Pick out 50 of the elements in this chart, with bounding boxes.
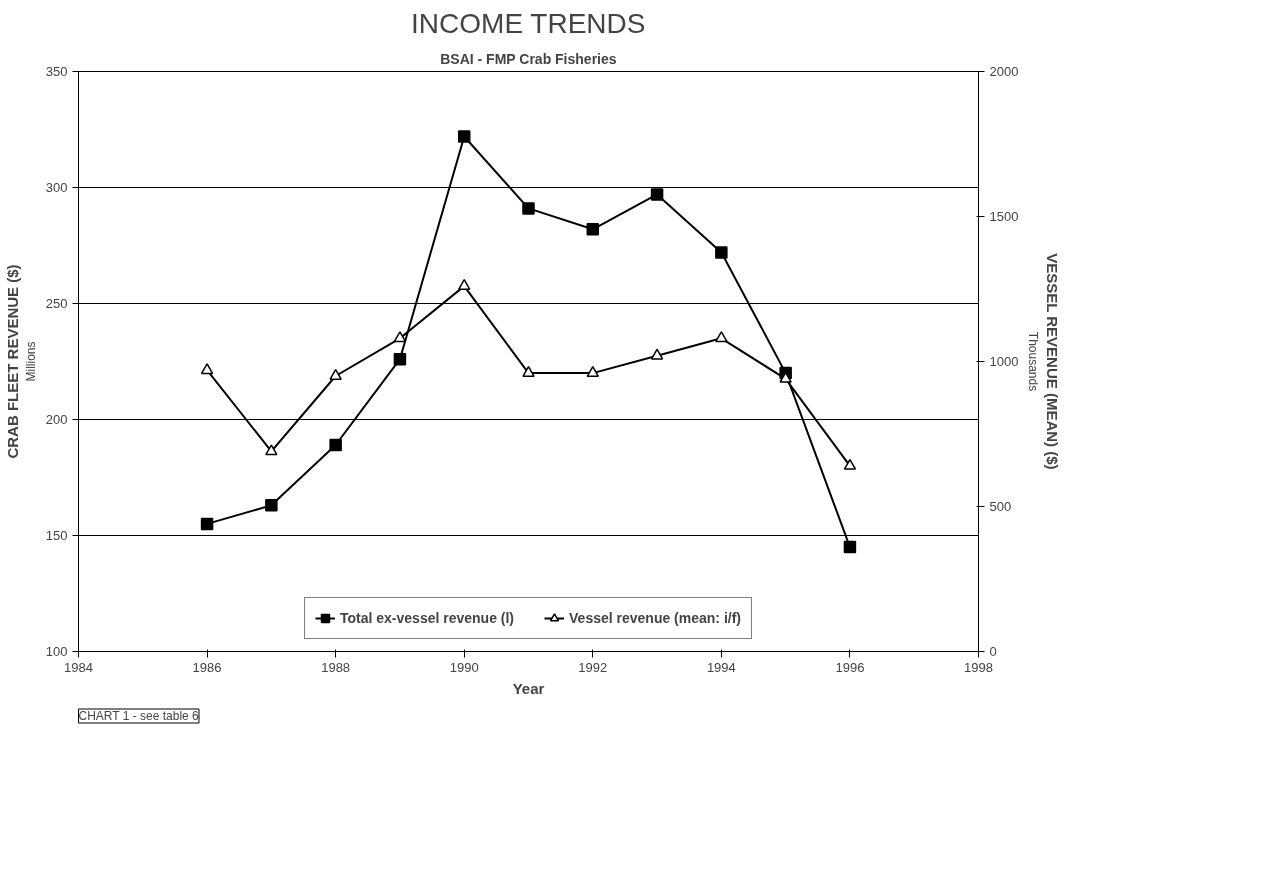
y2-tick-label: 500	[989, 499, 1012, 514]
y-axis-title: CRAB FLEET REVENUE ($)	[3, 264, 21, 459]
y-tick-label: 200	[45, 412, 68, 427]
point	[715, 246, 728, 259]
text: Thousands	[1026, 331, 1041, 392]
y2-tick-label: 2000	[989, 64, 1019, 79]
y2-tick-label: 0	[989, 644, 997, 659]
point	[329, 438, 342, 452]
x-tick-label: 1988	[321, 659, 351, 675]
point	[200, 517, 214, 531]
point	[393, 331, 407, 343]
point	[522, 366, 535, 378]
point	[265, 444, 278, 456]
point	[715, 331, 728, 343]
caption: CHART 1 - see table 6	[78, 709, 200, 723]
y2-tick-label: 1500	[989, 209, 1019, 224]
point	[650, 188, 664, 201]
text: Millions	[23, 341, 38, 382]
x-tick-label: 1984	[64, 659, 93, 675]
y-tick-label: 300	[45, 180, 68, 195]
point	[650, 348, 664, 360]
point	[843, 458, 857, 470]
point	[457, 130, 471, 143]
y-tick-label: 250	[45, 296, 68, 311]
x-tick-label: 1990	[449, 659, 479, 675]
x-tick-label: 1986	[192, 659, 222, 675]
point	[843, 540, 857, 554]
x-tick-label: 1992	[578, 659, 608, 675]
point	[329, 368, 342, 380]
x-tick-label: 1996	[835, 659, 865, 675]
point	[586, 223, 600, 236]
point	[457, 279, 471, 291]
y2-tick-label: 1000	[989, 354, 1019, 369]
point	[586, 366, 600, 378]
chart-title: INCOME TRENDS	[411, 7, 646, 39]
point	[393, 352, 407, 366]
y2-axis-title: VESSEL REVENUE (MEAN) ($)	[1043, 253, 1061, 470]
legend-label: Vessel revenue (mean: i/f)	[569, 610, 742, 626]
point	[522, 202, 535, 215]
chart-subtitle: BSAI - FMP Crab Fisheries	[440, 50, 617, 67]
point	[265, 499, 278, 512]
x-axis-title: Year	[512, 679, 545, 697]
point	[200, 363, 214, 375]
y-tick-label: 150	[45, 528, 68, 543]
y-tick-label: 100	[45, 644, 68, 659]
x-tick-label: 1994	[706, 659, 736, 675]
point	[779, 371, 792, 383]
legend-label: Total ex-vessel revenue (l)	[339, 610, 515, 626]
y-tick-label: 350	[45, 64, 68, 79]
x-tick-label: 1998	[964, 659, 993, 675]
